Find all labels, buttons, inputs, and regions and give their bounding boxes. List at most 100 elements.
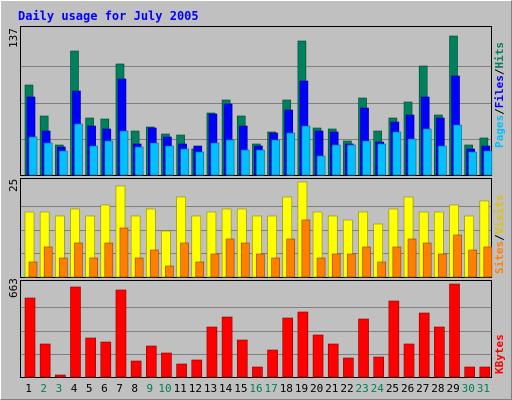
- sites-bar-day-4: [74, 242, 83, 278]
- top-side-legend: Pages/Files/Hits: [493, 42, 506, 148]
- kbytes-bar-day-14: [221, 316, 233, 378]
- legend-sep-2: /: [493, 68, 506, 75]
- x-tick-label-day-13: 13: [204, 382, 217, 395]
- pages-bar-day-4: [74, 123, 83, 176]
- sites-bar-day-9: [149, 249, 159, 278]
- sites-bar-day-8: [134, 257, 144, 278]
- kbytes-bar-day-28: [434, 326, 445, 378]
- sites-bar-day-18: [286, 238, 296, 278]
- pages-bar-day-31: [483, 150, 493, 176]
- kbytes-bar-day-23: [358, 318, 369, 378]
- x-tick-label-day-10: 10: [158, 382, 171, 395]
- kbytes-bar-day-19: [297, 311, 309, 378]
- sites-bar-day-11: [180, 242, 189, 278]
- pages-bar-day-27: [422, 128, 432, 176]
- panel-frames: [20, 26, 492, 378]
- top-ymax-label: 137: [7, 28, 20, 48]
- legend-sep-3: /: [493, 234, 506, 241]
- kbytes-bar-day-24: [373, 356, 385, 378]
- pages-bar-day-12: [195, 151, 205, 176]
- x-tick-label-day-23: 23: [356, 382, 369, 395]
- x-tick-label-day-27: 27: [416, 382, 429, 395]
- sites-bar-day-6: [104, 242, 114, 278]
- pages-bar-day-2: [43, 142, 53, 176]
- pages-bar-day-24: [377, 143, 387, 176]
- kbytes-bar-day-20: [312, 334, 324, 378]
- x-tick-label-day-6: 6: [101, 382, 108, 395]
- middle-side-legend-text: Sites/Visits: [493, 195, 506, 275]
- pages-bar-day-28: [438, 145, 447, 176]
- pages-bar-day-5: [89, 145, 98, 176]
- kbytes-bar-day-5: [85, 337, 96, 378]
- sites-bar-day-28: [438, 253, 447, 278]
- legend-files: Files: [493, 75, 506, 108]
- bars: [24, 35, 493, 378]
- x-tick-label-day-15: 15: [234, 382, 247, 395]
- kbytes-bar-day-2: [39, 343, 51, 378]
- x-tick-label-day-24: 24: [371, 382, 385, 395]
- x-tick-label-day-14: 14: [219, 382, 233, 395]
- pages-bar-day-1: [28, 136, 38, 176]
- pages-bar-day-17: [271, 139, 280, 176]
- kbytes-bar-day-15: [236, 339, 248, 378]
- x-tick-label-day-29: 29: [446, 382, 459, 395]
- sites-bar-day-7: [119, 227, 129, 278]
- sites-bar-day-13: [210, 253, 220, 278]
- kbytes-bar-day-27: [418, 312, 430, 378]
- sites-bar-day-5: [89, 257, 98, 278]
- pages-bar-day-20: [316, 155, 326, 176]
- sites-bar-day-26: [407, 238, 417, 278]
- kbytes-bar-day-8: [130, 360, 142, 378]
- sites-bar-day-22: [347, 253, 356, 278]
- x-tick-label-day-22: 22: [340, 382, 353, 395]
- pages-bar-day-29: [453, 124, 462, 176]
- pages-bar-day-6: [104, 140, 114, 176]
- x-tick-label-day-7: 7: [116, 382, 123, 395]
- middle-side-legend: Sites/Visits: [493, 195, 506, 275]
- pages-bar-day-23: [362, 140, 371, 176]
- kbytes-bar-day-3: [55, 374, 66, 378]
- kbytes-bar-day-16: [252, 366, 263, 378]
- pages-bar-day-16: [256, 149, 265, 176]
- pages-bar-day-26: [407, 138, 417, 176]
- x-tick-label-day-12: 12: [189, 382, 202, 395]
- pages-bar-day-21: [331, 144, 341, 176]
- middle-ymax-label: 25: [7, 179, 20, 192]
- kbytes-bar-day-1: [24, 297, 36, 378]
- kbytes-bar-day-12: [191, 359, 203, 378]
- kbytes-bar-day-9: [145, 345, 157, 378]
- sites-bar-day-15: [240, 242, 250, 278]
- sites-bar-day-3: [59, 257, 68, 278]
- middle-panel-frame: [20, 178, 492, 278]
- chart-title: Daily usage for July 2005: [18, 9, 199, 23]
- bottom-ymax-label: 663: [7, 278, 20, 298]
- x-tick-label-day-8: 8: [131, 382, 138, 395]
- bottom-side-legend: KBytes: [493, 334, 506, 374]
- pages-bar-day-13: [210, 142, 220, 176]
- x-tick-label-day-31: 31: [477, 382, 490, 395]
- pages-bar-day-25: [392, 131, 402, 176]
- sites-bar-day-24: [377, 261, 387, 278]
- x-tick-label-day-16: 16: [249, 382, 262, 395]
- kbytes-bar-day-10: [161, 352, 172, 378]
- kbytes-bar-day-6: [100, 341, 112, 378]
- legend-sep-1: /: [493, 108, 506, 115]
- x-tick-label-day-19: 19: [295, 382, 308, 395]
- legend-sites: Sites: [493, 241, 506, 274]
- kbytes-bar-day-4: [70, 286, 81, 378]
- sites-bar-day-27: [422, 242, 432, 278]
- x-tick-label-day-20: 20: [310, 382, 323, 395]
- x-tick-label-day-30: 30: [462, 382, 475, 395]
- top-panel-frame: [20, 26, 492, 176]
- x-tick-label-day-21: 21: [325, 382, 338, 395]
- x-tick-label-day-9: 9: [147, 382, 154, 395]
- x-tick-label-day-3: 3: [56, 382, 63, 395]
- kbytes-bar-day-30: [464, 366, 475, 378]
- kbytes-bar-day-22: [343, 357, 354, 378]
- x-tick-label-day-2: 2: [40, 382, 47, 395]
- legend-kbytes: KBytes: [493, 334, 506, 374]
- top-side-legend-text: Pages/Files/Hits: [493, 42, 506, 148]
- bottom-panel-frame: [20, 280, 492, 378]
- sites-bar-day-20: [316, 257, 326, 278]
